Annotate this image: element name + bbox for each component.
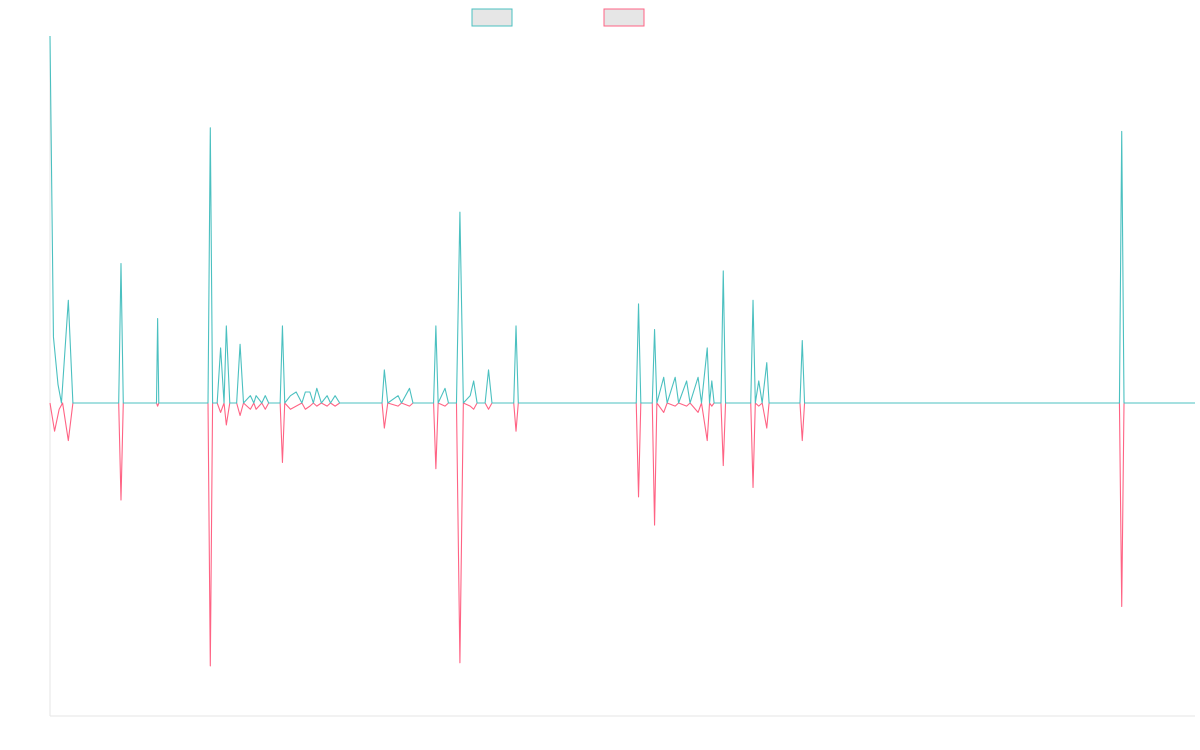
chart-legend bbox=[471, 8, 645, 27]
series-line-2 bbox=[49, 402, 1195, 667]
chart-axes bbox=[49, 36, 1195, 717]
series-line-1 bbox=[49, 35, 1195, 404]
chart-series-layer bbox=[49, 35, 1195, 667]
legend-swatch-series-1[interactable] bbox=[471, 8, 513, 27]
legend-swatch-series-2[interactable] bbox=[603, 8, 645, 27]
